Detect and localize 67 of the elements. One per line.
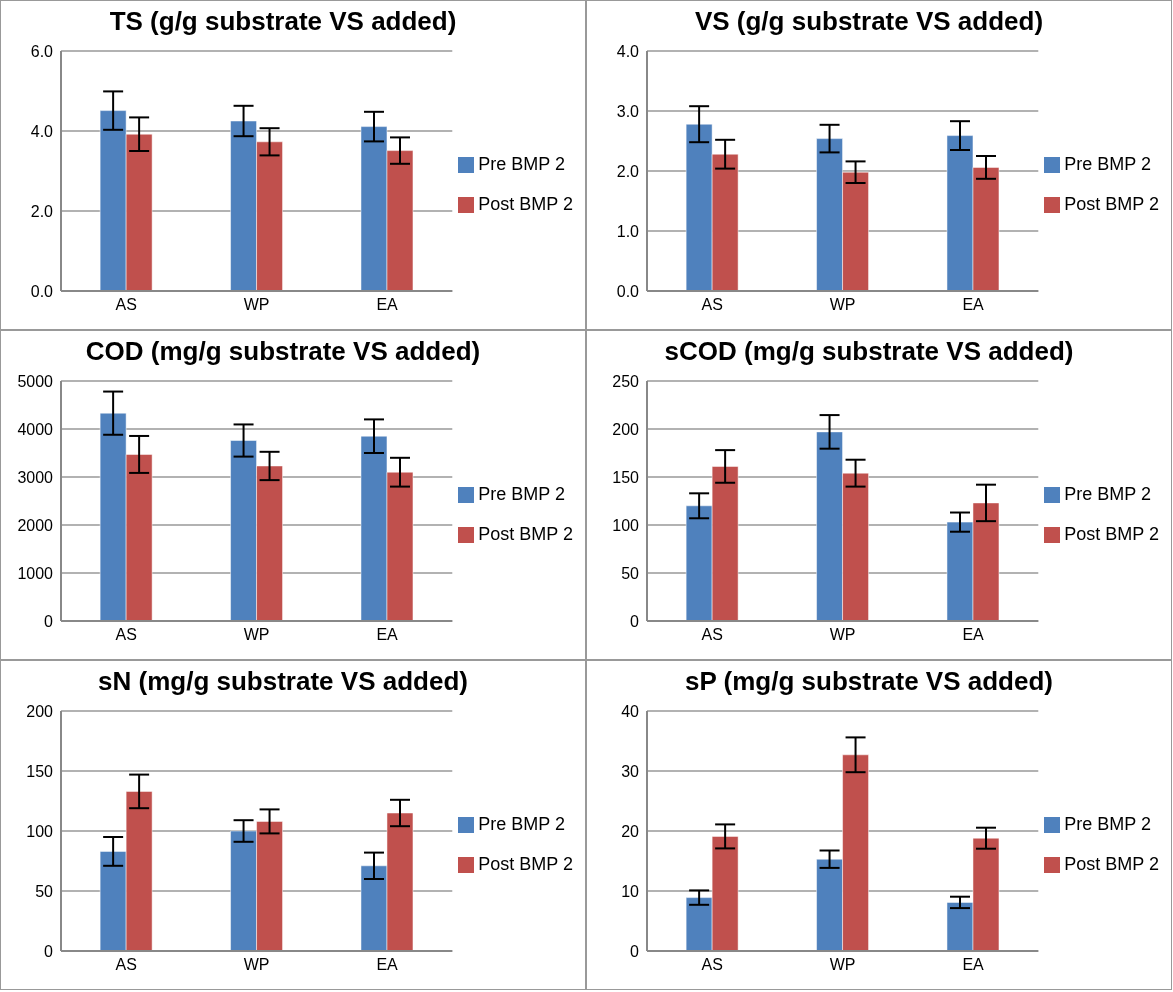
legend-label: Post BMP 2 [478, 194, 573, 214]
chart-title: VS (g/g substrate VS added) [693, 5, 1045, 38]
y-tick-label: 200 [612, 420, 640, 438]
x-tick-label: AS [701, 956, 723, 974]
x-tick-label: WP [243, 296, 270, 314]
y-tick-label: 4000 [17, 420, 54, 438]
y-tick-label: 1.0 [616, 222, 640, 240]
legend-label: Pre BMP 2 [478, 814, 565, 834]
chart-title: COD (mg/g substrate VS added) [84, 335, 482, 368]
legend-label: Pre BMP 2 [1064, 484, 1151, 504]
x-tick-label: AS [115, 626, 137, 644]
x-tick-label: WP [829, 956, 856, 974]
legend-label: Pre BMP 2 [478, 154, 565, 174]
legend-label: Post BMP 2 [1064, 854, 1159, 874]
x-tick-label: EA [962, 956, 985, 974]
y-tick-label: 250 [612, 372, 640, 390]
legend-label: Post BMP 2 [1064, 524, 1159, 544]
y-tick-label: 10 [621, 882, 640, 900]
legend-label: Pre BMP 2 [478, 484, 565, 504]
y-tick-label: 3000 [17, 468, 54, 486]
y-tick-label: 2000 [17, 516, 54, 534]
y-tick-label: 100 [612, 516, 640, 534]
y-tick-label: 150 [26, 762, 54, 780]
y-tick-label: 0 [44, 942, 54, 960]
legend-label: Post BMP 2 [478, 854, 573, 874]
y-tick-label: 0 [44, 612, 54, 630]
y-tick-label: 2.0 [616, 162, 640, 180]
x-tick-label: EA [376, 956, 399, 974]
y-tick-label: 30 [621, 762, 640, 780]
y-tick-label: 0.0 [616, 282, 640, 300]
legend-label: Post BMP 2 [1064, 194, 1159, 214]
y-tick-label: 5000 [17, 372, 54, 390]
y-tick-label: 2.0 [30, 202, 54, 220]
x-tick-label: WP [243, 956, 270, 974]
chart-title: sP (mg/g substrate VS added) [684, 665, 1054, 698]
x-tick-label: WP [829, 626, 856, 644]
legend-label: Pre BMP 2 [1064, 814, 1151, 834]
legend-label: Post BMP 2 [478, 524, 573, 544]
x-tick-label: AS [115, 296, 137, 314]
x-tick-label: WP [829, 296, 856, 314]
y-tick-label: 1000 [17, 564, 54, 582]
legend-label: Pre BMP 2 [1064, 154, 1151, 174]
chart-title: sN (mg/g substrate VS added) [97, 665, 469, 698]
y-tick-label: 4.0 [30, 122, 54, 140]
y-tick-label: 0.0 [30, 282, 54, 300]
x-tick-label: EA [962, 626, 985, 644]
y-tick-label: 3.0 [616, 102, 640, 120]
y-tick-label: 6.0 [30, 42, 54, 60]
y-tick-label: 40 [621, 702, 640, 720]
y-tick-label: 20 [621, 822, 640, 840]
y-tick-label: 0 [630, 942, 640, 960]
x-tick-label: EA [962, 296, 985, 314]
y-tick-label: 50 [35, 882, 54, 900]
chart-title: sCOD (mg/g substrate VS added) [663, 335, 1075, 368]
y-tick-label: 150 [612, 468, 640, 486]
x-tick-label: EA [376, 626, 399, 644]
x-tick-label: AS [701, 296, 723, 314]
y-tick-label: 4.0 [616, 42, 640, 60]
y-tick-label: 200 [26, 702, 54, 720]
chart-title: TS (g/g substrate VS added) [108, 5, 458, 38]
x-tick-label: AS [701, 626, 723, 644]
y-tick-label: 0 [630, 612, 640, 630]
y-tick-label: 100 [26, 822, 54, 840]
x-tick-label: EA [376, 296, 399, 314]
x-tick-label: WP [243, 626, 270, 644]
x-tick-label: AS [115, 956, 137, 974]
y-tick-label: 50 [621, 564, 640, 582]
